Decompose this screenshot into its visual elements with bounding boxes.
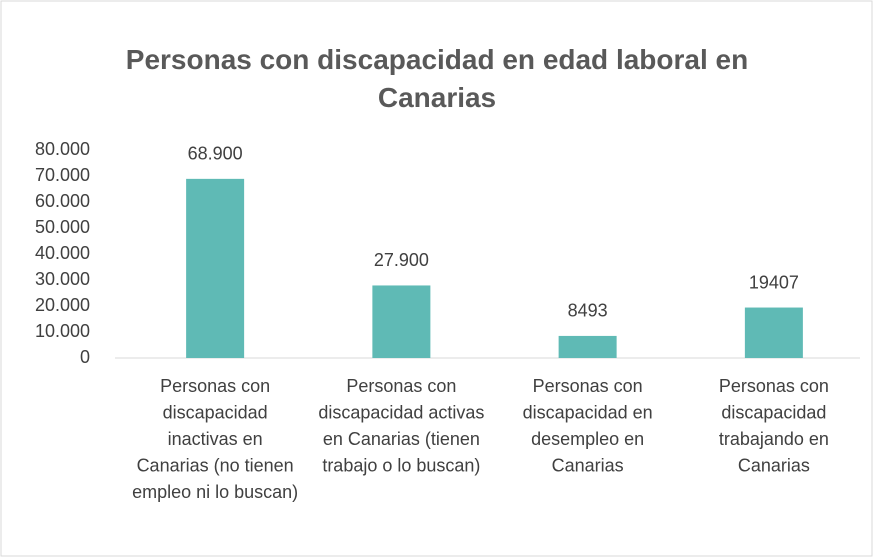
text-line: discapacidad [721,402,826,422]
data-label: 27.900 [374,250,429,270]
text-line: Canarias (no tienen [137,455,294,475]
y-tick-label: 60.000 [35,191,90,211]
text-line: en Canarias (tienen [323,429,480,449]
text-line: Personas con discapacidad en edad labora… [126,44,748,75]
text-line: desempleo en [531,429,644,449]
text-line: trabajo o lo buscan) [322,455,480,475]
y-tick-label: 20.000 [35,295,90,315]
bar [186,178,245,358]
text-line: Personas con [719,376,829,396]
text-line: Personas con [533,376,643,396]
y-tick-label: 0 [80,347,90,367]
y-tick-label: 30.000 [35,269,90,289]
text-line: empleo ni lo buscan) [132,482,298,502]
chart-title: Personas con discapacidad en edad labora… [126,44,748,113]
text-line: Canarias [738,455,810,475]
data-label: 19407 [749,272,799,292]
text-line: discapacidad activas [318,402,484,422]
x-tick-label: Personas con discapacidad en desempleo en C… [523,376,653,476]
y-tick-label: 50.000 [35,217,90,237]
x-tick-label: Personas con discapacidad activas en Canar… [318,376,484,476]
x-tick-label: Personas con discapacidad inactivas en Cana… [132,376,298,502]
text-line: inactivas en [168,429,263,449]
text-line: Canarias [378,82,496,113]
y-tick-label: 80.000 [35,139,90,159]
x-tick-label: Personas con discapacidad trabajando en Can… [719,376,829,476]
text-line: trabajando en [719,429,829,449]
text-line: Personas con [160,376,270,396]
y-tick-label: 70.000 [35,165,90,185]
text-line: Canarias [552,455,624,475]
bar [744,307,803,358]
bar [372,285,431,358]
text-line: discapacidad [163,402,268,422]
data-label: 68.900 [188,144,243,164]
text-line: Personas con [346,376,456,396]
data-label: 8493 [568,301,608,321]
bar [558,335,617,358]
text-line: discapacidad en [523,402,653,422]
y-tick-label: 40.000 [35,243,90,263]
y-tick-label: 10.000 [35,321,90,341]
